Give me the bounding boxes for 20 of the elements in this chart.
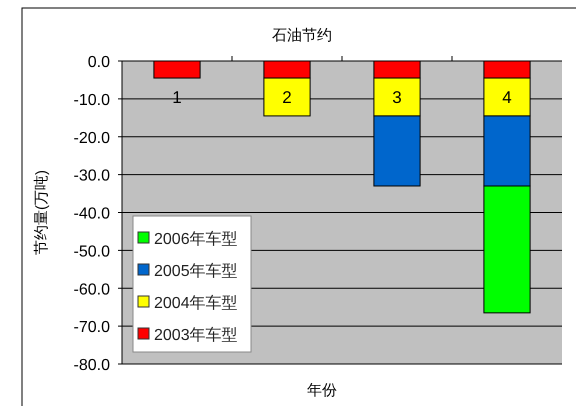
y-tick-label: -70.0 bbox=[74, 319, 110, 336]
y-axis-title: 节约量(万吨) bbox=[33, 170, 50, 255]
y-tick-label: -20.0 bbox=[74, 130, 110, 147]
y-tick-label: -30.0 bbox=[74, 168, 110, 185]
y-tick-label: -40.0 bbox=[74, 206, 110, 222]
legend-label: 2005年车型 bbox=[154, 262, 238, 280]
y-tick-label: -50.0 bbox=[74, 243, 110, 260]
legend-label: 2004年车型 bbox=[154, 294, 238, 312]
x-tick-label: 3 bbox=[392, 88, 402, 107]
x-tick-label: 2 bbox=[282, 88, 292, 107]
legend-label: 2006年车型 bbox=[154, 230, 238, 248]
y-tick-label: -80.0 bbox=[74, 357, 110, 374]
bar bbox=[153, 60, 201, 79]
y-tick-label: -60.0 bbox=[74, 281, 110, 298]
y-tick-label: 0.0 bbox=[88, 54, 110, 71]
x-tick-label: 4 bbox=[502, 88, 512, 107]
legend-label: 2003年车型 bbox=[154, 326, 238, 344]
chart-title: 石油节约 bbox=[272, 27, 332, 44]
x-axis-title: 年份 bbox=[307, 382, 337, 399]
y-tick-label: -10.0 bbox=[74, 92, 110, 109]
